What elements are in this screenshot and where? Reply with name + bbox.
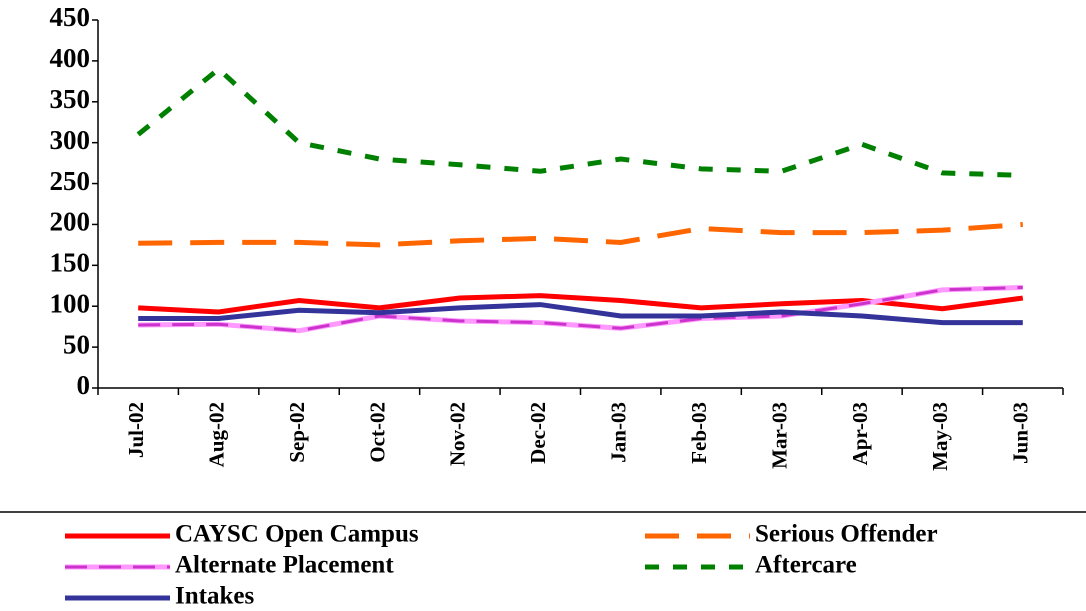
legend-label: Intakes [175, 583, 254, 610]
y-tick-label: 0 [77, 370, 91, 400]
x-tick-label: Oct-02 [365, 402, 389, 463]
y-tick-label: 300 [50, 125, 91, 155]
x-tick-label: Mar-03 [767, 402, 791, 469]
y-tick-label: 200 [50, 207, 91, 237]
series-line [138, 302, 1023, 326]
x-tick-label: Jun-03 [1009, 402, 1033, 464]
y-tick-label: 250 [50, 166, 91, 196]
legend-label: Serious Offender [755, 521, 938, 548]
x-tick-label: Jan-03 [607, 402, 631, 463]
y-tick-label: 450 [50, 2, 91, 32]
y-tick-label: 150 [50, 248, 91, 278]
x-tick-label: Nov-02 [446, 402, 470, 466]
legend-label: CAYSC Open Campus [175, 521, 419, 548]
x-tick-label: Apr-03 [848, 402, 872, 465]
x-tick-label: Jul-02 [124, 402, 148, 458]
y-tick-label: 100 [50, 288, 91, 318]
x-tick-label: May-03 [928, 402, 952, 471]
series-line [138, 221, 1023, 248]
series-line-dash [138, 285, 1023, 333]
y-tick-label: 50 [63, 329, 90, 359]
x-tick-label: Dec-02 [526, 402, 550, 464]
y-tick-label: 350 [50, 84, 91, 114]
legend-label: Alternate Placement [175, 552, 394, 579]
y-tick-label: 400 [50, 43, 91, 73]
legend-label: Aftercare [755, 552, 857, 579]
series-line [136, 65, 1023, 178]
x-tick-label: Feb-03 [687, 402, 711, 464]
x-tick-label: Sep-02 [285, 402, 309, 463]
x-tick-label: Aug-02 [204, 402, 228, 467]
